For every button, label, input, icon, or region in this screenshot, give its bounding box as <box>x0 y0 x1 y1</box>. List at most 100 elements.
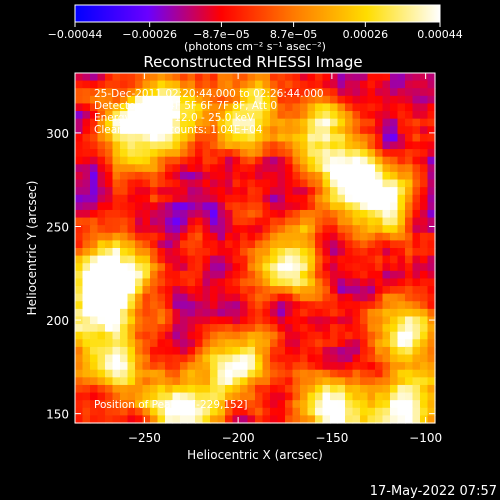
heatmap-cell <box>82 156 91 165</box>
heatmap-cell <box>217 217 226 226</box>
heatmap-cell <box>300 407 309 416</box>
heatmap-cell <box>75 95 84 105</box>
heatmap-cell <box>135 293 144 302</box>
heatmap-cell <box>427 240 436 249</box>
heatmap-cell <box>345 217 354 226</box>
heatmap-cell <box>397 324 406 333</box>
heatmap-cell <box>142 369 151 378</box>
heatmap-cell <box>90 331 99 340</box>
heatmap-cell <box>217 133 226 143</box>
heatmap-cell <box>427 331 436 340</box>
heatmap-cell <box>225 316 234 325</box>
heatmap-cell <box>90 263 99 272</box>
heatmap-cell <box>142 346 151 356</box>
heatmap-cell <box>195 400 204 409</box>
heatmap-cell <box>367 324 376 333</box>
heatmap-cell <box>187 331 196 340</box>
heatmap-cell <box>420 286 429 295</box>
heatmap-cell <box>337 194 346 203</box>
heatmap-cell <box>292 346 301 356</box>
heatmap-cell <box>232 164 241 173</box>
heatmap-cell <box>307 164 316 173</box>
heatmap-cell <box>120 141 129 150</box>
heatmap-cell <box>90 278 99 287</box>
heatmap-cell <box>292 95 301 105</box>
heatmap-cell <box>247 354 256 363</box>
heatmap-cell <box>397 331 406 340</box>
heatmap-cell <box>397 415 406 424</box>
heatmap-cell <box>352 103 361 112</box>
heatmap-cell <box>165 126 174 135</box>
heatmap-cell <box>322 263 331 272</box>
heatmap-cell <box>307 95 316 105</box>
heatmap-cell <box>232 103 241 112</box>
heatmap-cell <box>225 362 234 371</box>
heatmap-cell <box>427 354 436 363</box>
heatmap-cell <box>75 255 84 264</box>
heatmap-cell <box>240 88 249 97</box>
heatmap-cell <box>255 369 264 378</box>
heatmap-cell <box>382 255 391 264</box>
heatmap-cell <box>172 194 181 203</box>
heatmap-cell <box>232 331 241 340</box>
heatmap-cell <box>157 354 166 363</box>
heatmap-cell <box>82 377 91 386</box>
heatmap-cell <box>307 384 316 394</box>
heatmap-cell <box>352 126 361 135</box>
heatmap-cell <box>375 149 384 158</box>
heatmap-cell <box>412 141 421 150</box>
heatmap-cell <box>202 80 211 89</box>
heatmap-cell <box>232 126 241 135</box>
heatmap-cell <box>337 179 346 188</box>
heatmap-cell <box>105 149 114 158</box>
heatmap-cell <box>105 240 114 249</box>
heatmap-cell <box>330 324 339 333</box>
heatmap-cell <box>217 248 226 257</box>
heatmap-cell <box>427 194 436 203</box>
heatmap-cell <box>322 324 331 333</box>
heatmap-cell <box>390 278 399 287</box>
heatmap-cell <box>82 217 91 226</box>
heatmap-cell <box>127 377 136 386</box>
heatmap-cell <box>307 217 316 226</box>
heatmap-cell <box>277 225 286 234</box>
heatmap-cell <box>180 339 189 348</box>
heatmap-cell <box>247 270 256 280</box>
heatmap-cell <box>420 278 429 287</box>
heatmap-cell <box>405 369 414 378</box>
heatmap-cell <box>97 270 106 280</box>
heatmap-cell <box>172 103 181 112</box>
heatmap-cell <box>420 377 429 386</box>
heatmap-cell <box>202 202 211 211</box>
heatmap-cell <box>397 126 406 135</box>
heatmap-cell <box>217 73 226 82</box>
heatmap-cell <box>210 263 219 272</box>
heatmap-cell <box>412 331 421 340</box>
heatmap-cell <box>285 286 294 295</box>
heatmap-cell <box>255 407 264 416</box>
heatmap-cell <box>337 263 346 272</box>
heatmap-cell <box>165 407 174 416</box>
heatmap-cell <box>105 369 114 378</box>
heatmap-cell <box>255 316 264 325</box>
heatmap-cell <box>187 377 196 386</box>
heatmap-cell <box>285 316 294 325</box>
heatmap-cell <box>225 415 234 424</box>
heatmap-cell <box>127 362 136 371</box>
heatmap-cell <box>202 407 211 416</box>
heatmap-cell <box>337 133 346 143</box>
heatmap-cell <box>352 164 361 173</box>
heatmap-cell <box>187 232 196 241</box>
heatmap-cell <box>262 270 271 280</box>
heatmap-cell <box>127 194 136 203</box>
heatmap-cell <box>210 308 219 318</box>
heatmap-cell <box>247 103 256 112</box>
heatmap-cell <box>427 126 436 135</box>
heatmap-cell <box>105 339 114 348</box>
heatmap-cell <box>360 111 369 120</box>
heatmap-cell <box>315 149 324 158</box>
heatmap-cell <box>75 141 84 150</box>
heatmap-cell <box>157 339 166 348</box>
heatmap-cell <box>337 111 346 120</box>
heatmap-cell <box>375 194 384 203</box>
